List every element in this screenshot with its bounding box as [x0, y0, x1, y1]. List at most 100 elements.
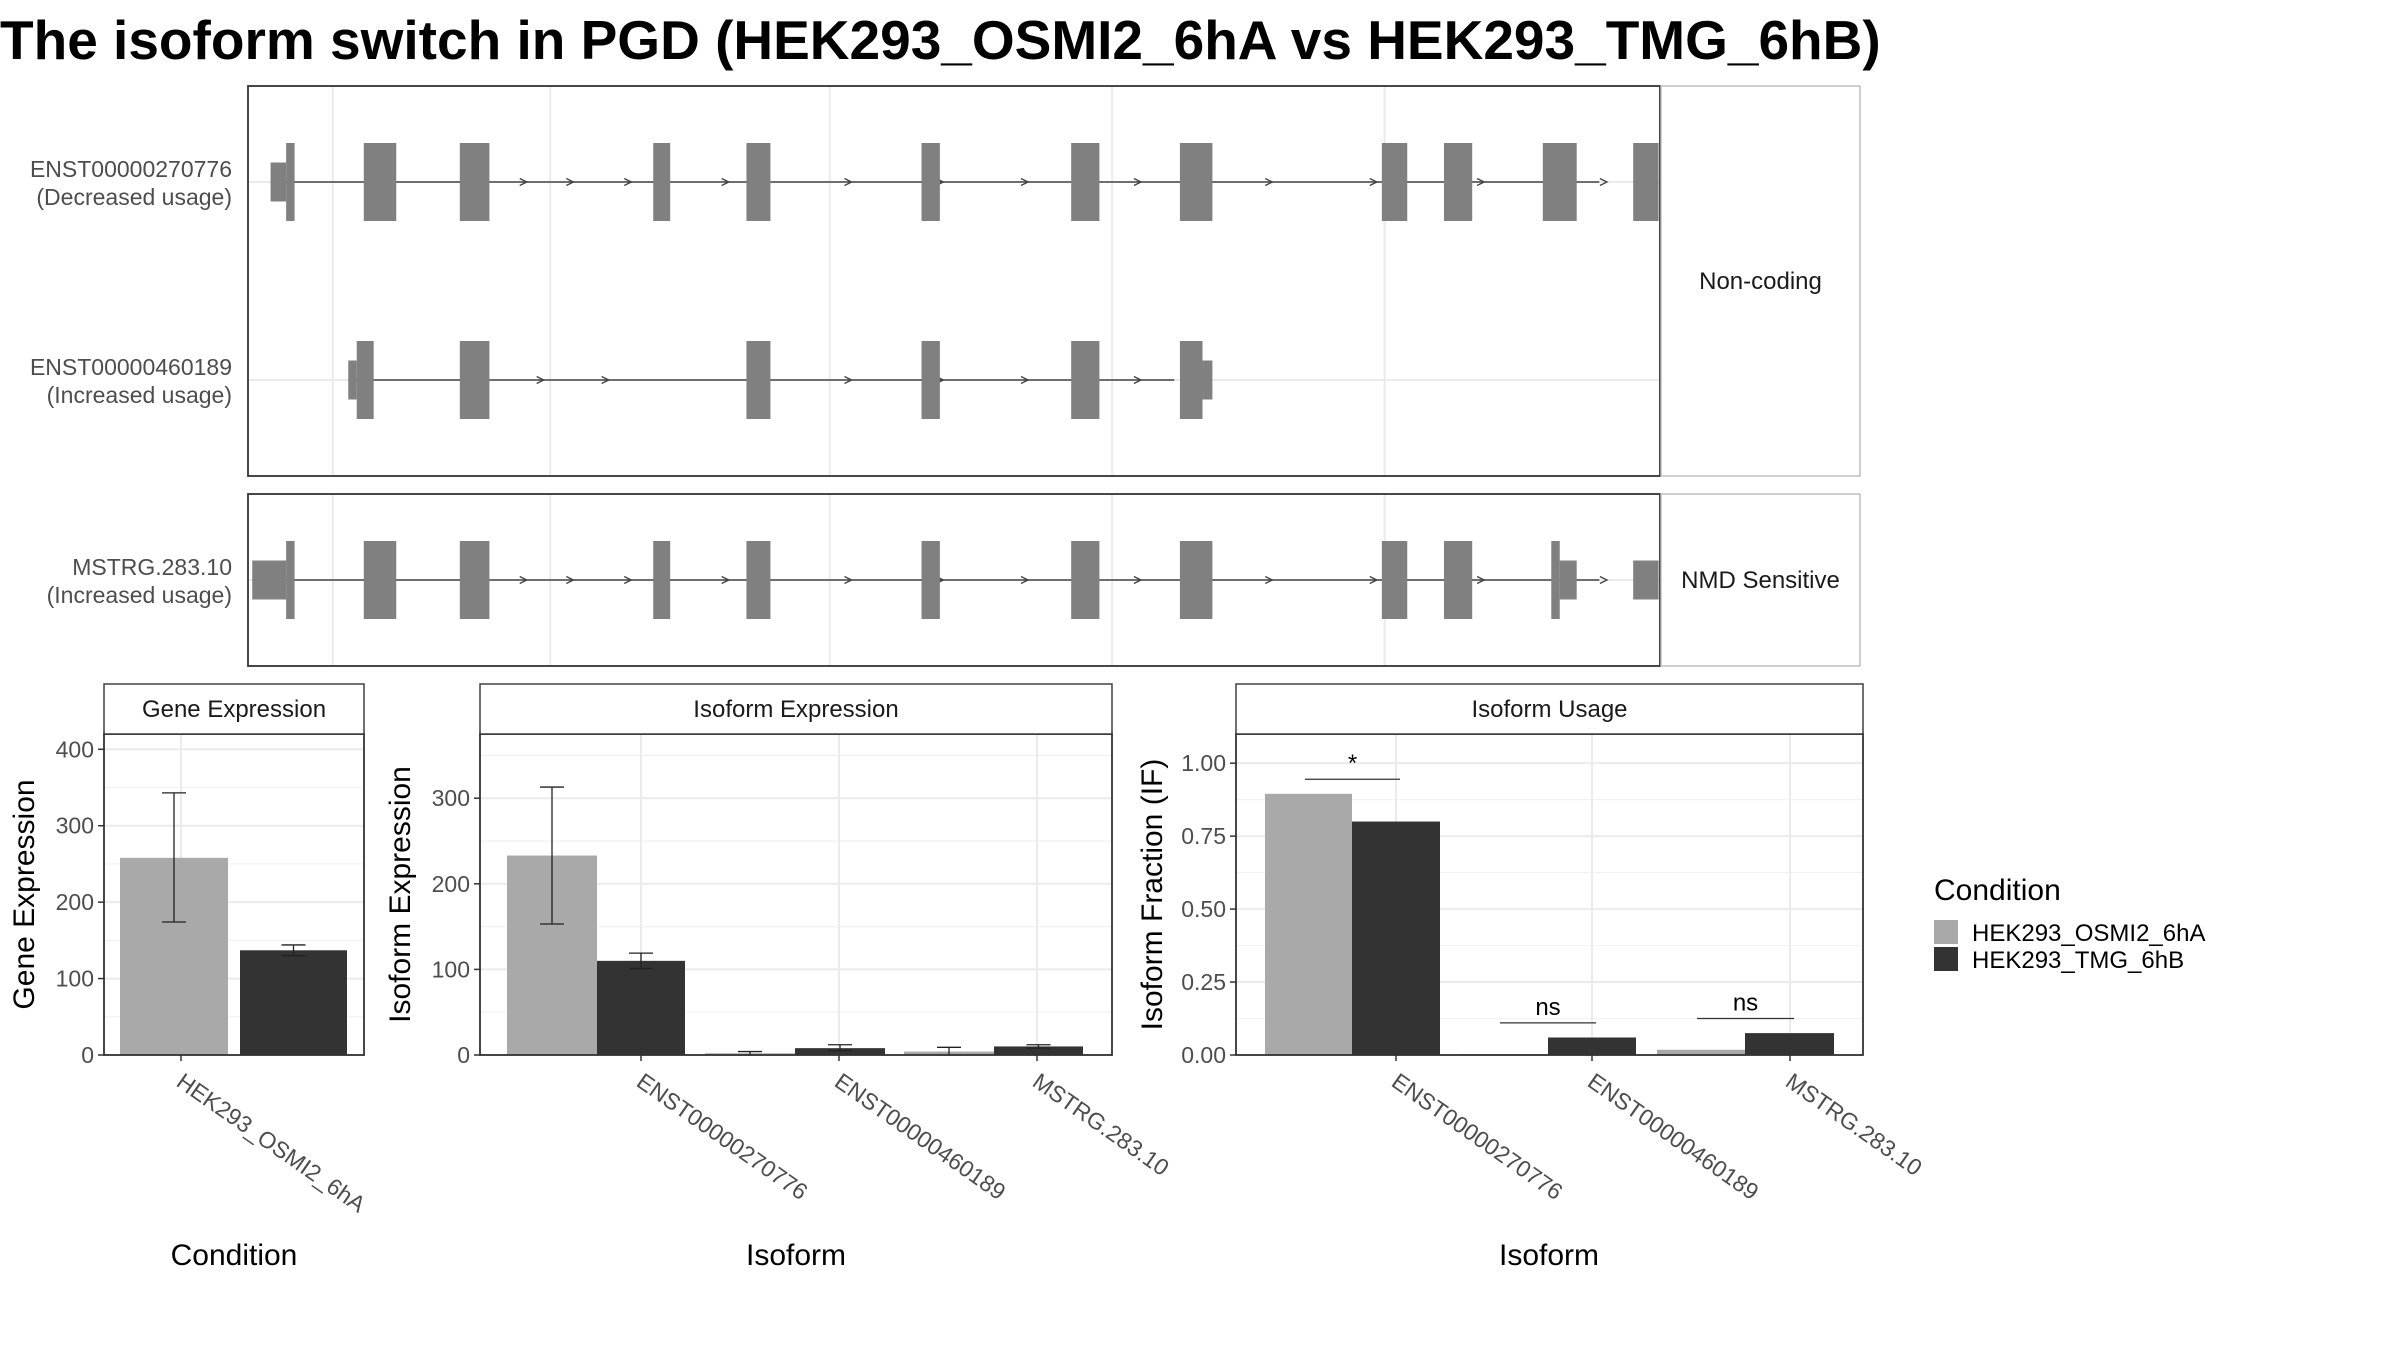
y-tick-label: 0.50	[1181, 896, 1226, 922]
exon	[459, 143, 490, 221]
exon	[459, 341, 490, 419]
panel-strip	[103, 683, 365, 735]
exon	[653, 143, 671, 221]
strand-arrow	[519, 575, 529, 585]
bar	[1657, 1049, 1745, 1055]
panel-strip	[479, 683, 1113, 735]
transcript-id-label: MSTRG.283.10	[72, 554, 232, 580]
transcript-id-label: ENST00000460189	[30, 354, 232, 380]
y-tick-label: 200	[432, 871, 470, 897]
transcript-id-label: ENST00000270776	[30, 156, 232, 182]
y-axis-title: Isoform Fraction (IF)	[1136, 759, 1169, 1031]
strand-arrow	[721, 177, 731, 187]
exon	[1071, 541, 1100, 619]
strand-arrow	[1020, 177, 1030, 187]
strand-arrow	[1264, 575, 1274, 585]
exon	[1633, 143, 1659, 221]
y-tick-label: 0.00	[1181, 1042, 1226, 1068]
exon	[363, 143, 397, 221]
y-tick-label: 0.75	[1181, 823, 1226, 849]
significance-label: ns	[1535, 994, 1560, 1021]
bar	[597, 960, 685, 1055]
exon	[270, 162, 287, 202]
strand-arrow	[844, 575, 854, 585]
exon	[653, 541, 671, 619]
transcript-usage-label: (Increased usage)	[47, 382, 232, 408]
panel-title: Gene Expression	[142, 696, 326, 723]
bar	[240, 950, 347, 1055]
exon	[1179, 541, 1213, 619]
y-tick-label: 200	[56, 889, 94, 915]
y-tick-label: 0.25	[1181, 969, 1226, 995]
exon	[921, 541, 940, 619]
exon	[1179, 143, 1213, 221]
exon	[746, 143, 771, 221]
strand-arrow	[1369, 575, 1379, 585]
panel-title: Isoform Usage	[1471, 696, 1627, 723]
strand-arrow	[1133, 375, 1143, 385]
exon	[1633, 560, 1659, 600]
x-axis-title: Isoform	[1499, 1239, 1599, 1272]
exon	[1179, 341, 1203, 419]
strand-arrow	[844, 375, 854, 385]
exon	[1559, 560, 1577, 600]
exon	[1542, 143, 1577, 221]
exon	[1381, 541, 1408, 619]
y-tick-label: 100	[56, 966, 94, 992]
strand-arrow	[601, 375, 611, 385]
bar	[1352, 821, 1440, 1055]
strand-arrow	[1133, 575, 1143, 585]
strand-arrow	[566, 575, 575, 585]
x-axis-title: Isoform	[746, 1239, 846, 1272]
transcript-usage-label: (Decreased usage)	[36, 184, 232, 210]
strand-arrow	[1369, 177, 1379, 187]
x-tick-label: MSTRG.283.10	[1781, 1068, 1927, 1181]
y-tick-label: 300	[56, 813, 94, 839]
strand-arrow	[721, 575, 731, 585]
x-tick-label: ENST00000460189	[1583, 1068, 1763, 1205]
strand-arrow	[1264, 177, 1274, 187]
x-tick-label: ENST00000270776	[632, 1068, 812, 1205]
legend-swatch	[1934, 920, 1958, 944]
panel-title: Isoform Expression	[693, 696, 898, 723]
main-title: The isoform switch in PGD (HEK293_OSMI2_…	[0, 9, 1881, 71]
strand-arrow	[1020, 575, 1030, 585]
exon	[363, 541, 397, 619]
structure-panel-border	[247, 85, 1661, 477]
exon	[1202, 360, 1213, 400]
strand-arrow	[1476, 177, 1486, 187]
bar	[1548, 1037, 1636, 1055]
structure-panel-border	[247, 493, 1661, 667]
x-tick-label: HEK293_OSMI2_6hA	[172, 1068, 371, 1218]
exon	[1443, 143, 1473, 221]
y-tick-label: 300	[432, 785, 470, 811]
x-axis-title: Condition	[171, 1239, 298, 1272]
transcript-usage-label: (Increased usage)	[47, 582, 232, 608]
facet-strip-label: NMD Sensitive	[1681, 567, 1840, 594]
y-tick-label: 400	[56, 736, 94, 762]
strand-arrow	[536, 375, 546, 385]
exon	[921, 341, 940, 419]
strand-arrow	[1133, 177, 1143, 187]
y-tick-label: 1.00	[1181, 750, 1226, 776]
x-tick-label: MSTRG.283.10	[1028, 1068, 1174, 1181]
bar	[1265, 793, 1352, 1055]
exon	[746, 541, 771, 619]
strand-arrow	[566, 177, 575, 187]
exon	[286, 143, 295, 221]
y-axis-title: Gene Expression	[8, 779, 41, 1009]
exon	[356, 341, 374, 419]
x-tick-label: ENST00000460189	[830, 1068, 1010, 1205]
x-tick-label: ENST00000270776	[1387, 1068, 1567, 1205]
exon	[1551, 541, 1560, 619]
y-tick-label: 100	[432, 956, 470, 982]
bar	[994, 1046, 1083, 1055]
legend-label: HEK293_OSMI2_6hA	[1972, 920, 2205, 947]
exon	[921, 143, 940, 221]
strand-arrow	[1020, 375, 1030, 385]
y-tick-label: 0	[457, 1042, 470, 1068]
strand-arrow	[623, 177, 633, 187]
exon	[1071, 341, 1100, 419]
